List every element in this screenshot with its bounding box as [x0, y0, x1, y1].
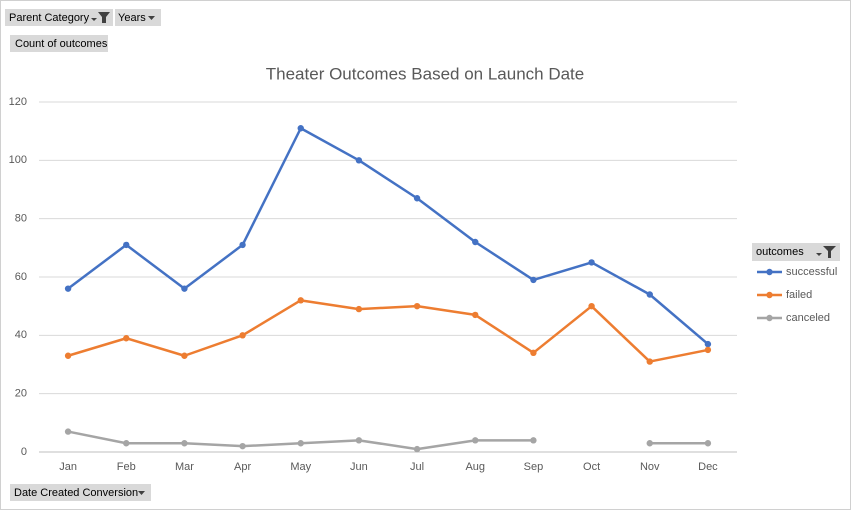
data-point: [64, 352, 72, 359]
button-bg: [10, 35, 108, 52]
legend-field-button[interactable]: outcomes: [752, 243, 840, 261]
data-point: [704, 346, 712, 354]
button-bg: [752, 243, 840, 261]
data-point: [239, 442, 246, 450]
data-point: [704, 440, 712, 447]
x-tick-label: Jan: [59, 461, 77, 473]
data-point: [530, 349, 537, 357]
dropdown-arrow: [138, 491, 145, 495]
y-tick-label: 80: [15, 213, 27, 225]
dropdown-arrow: [816, 253, 822, 256]
data-point: [239, 241, 246, 249]
x-tick-label: Dec: [698, 461, 718, 473]
legend-label: canceled: [786, 312, 830, 324]
dropdown-arrow: [148, 16, 155, 20]
data-point: [704, 340, 712, 348]
legend-marker: [766, 291, 773, 299]
legend-title: outcomes: [756, 246, 804, 258]
button-label: Parent Category: [9, 12, 90, 24]
legend-marker: [766, 268, 773, 276]
x-tick-label: Apr: [234, 461, 251, 473]
data-point: [123, 335, 130, 342]
data-point: [123, 241, 130, 249]
data-point: [646, 291, 653, 298]
y-tick-label: 120: [9, 96, 27, 108]
dropdown-arrow: [91, 18, 97, 21]
legend-marker: [766, 314, 773, 322]
x-tick-label: Mar: [175, 461, 194, 473]
data-point: [181, 440, 188, 447]
y-tick-label: 20: [15, 388, 27, 400]
data-point: [297, 440, 304, 447]
x-tick-label: Jul: [410, 461, 424, 473]
x-tick-label: Oct: [583, 461, 600, 473]
data-point: [413, 302, 421, 310]
button-label: Date Created Conversion: [14, 487, 138, 499]
button-label: Count of outcomes: [15, 38, 108, 50]
data-point: [472, 437, 479, 444]
filter-button[interactable]: Parent Category: [5, 9, 113, 26]
axis-field-button[interactable]: Date Created Conversion: [10, 484, 151, 501]
series-line: [67, 299, 709, 363]
data-point: [530, 437, 537, 444]
button-label: Years: [118, 12, 146, 24]
chart-title: Theater Outcomes Based on Launch Date: [266, 64, 584, 83]
data-point: [181, 285, 188, 292]
button-bg: [5, 9, 113, 26]
data-point: [64, 285, 72, 292]
x-tick-label: Feb: [117, 461, 136, 473]
data-point: [646, 440, 653, 447]
button-bg: [115, 9, 161, 26]
data-point: [413, 195, 421, 202]
y-tick-label: 0: [21, 446, 27, 458]
data-point: [588, 302, 595, 310]
data-point: [297, 125, 304, 132]
legend-label: failed: [786, 289, 812, 301]
value-field-button[interactable]: Count of outcomes: [10, 35, 108, 52]
data-point: [413, 445, 421, 453]
data-point: [239, 332, 246, 339]
y-tick-label: 60: [15, 271, 27, 283]
x-tick-label: Aug: [465, 461, 485, 473]
x-tick-label: Jun: [350, 461, 368, 473]
data-point: [355, 437, 363, 444]
button-bg: [10, 484, 151, 501]
data-point: [64, 428, 72, 435]
data-point: [588, 259, 595, 266]
data-point: [181, 352, 188, 359]
data-point: [355, 157, 363, 164]
data-point: [355, 305, 363, 313]
filter-icon: [98, 12, 110, 23]
legend-label: successful: [786, 266, 837, 278]
data-point: [123, 440, 130, 447]
data-point: [472, 311, 479, 319]
x-tick-label: May: [290, 461, 311, 473]
filter-icon: [823, 246, 836, 258]
data-point: [646, 358, 653, 365]
data-point: [530, 276, 537, 284]
y-tick-label: 40: [15, 329, 27, 341]
x-tick-label: Nov: [640, 461, 660, 473]
series-line: [67, 127, 709, 346]
data-point: [297, 297, 304, 304]
y-tick-label: 100: [9, 154, 27, 166]
data-point: [472, 238, 479, 246]
filter-button[interactable]: Years: [115, 9, 161, 26]
x-tick-label: Sep: [524, 461, 544, 473]
